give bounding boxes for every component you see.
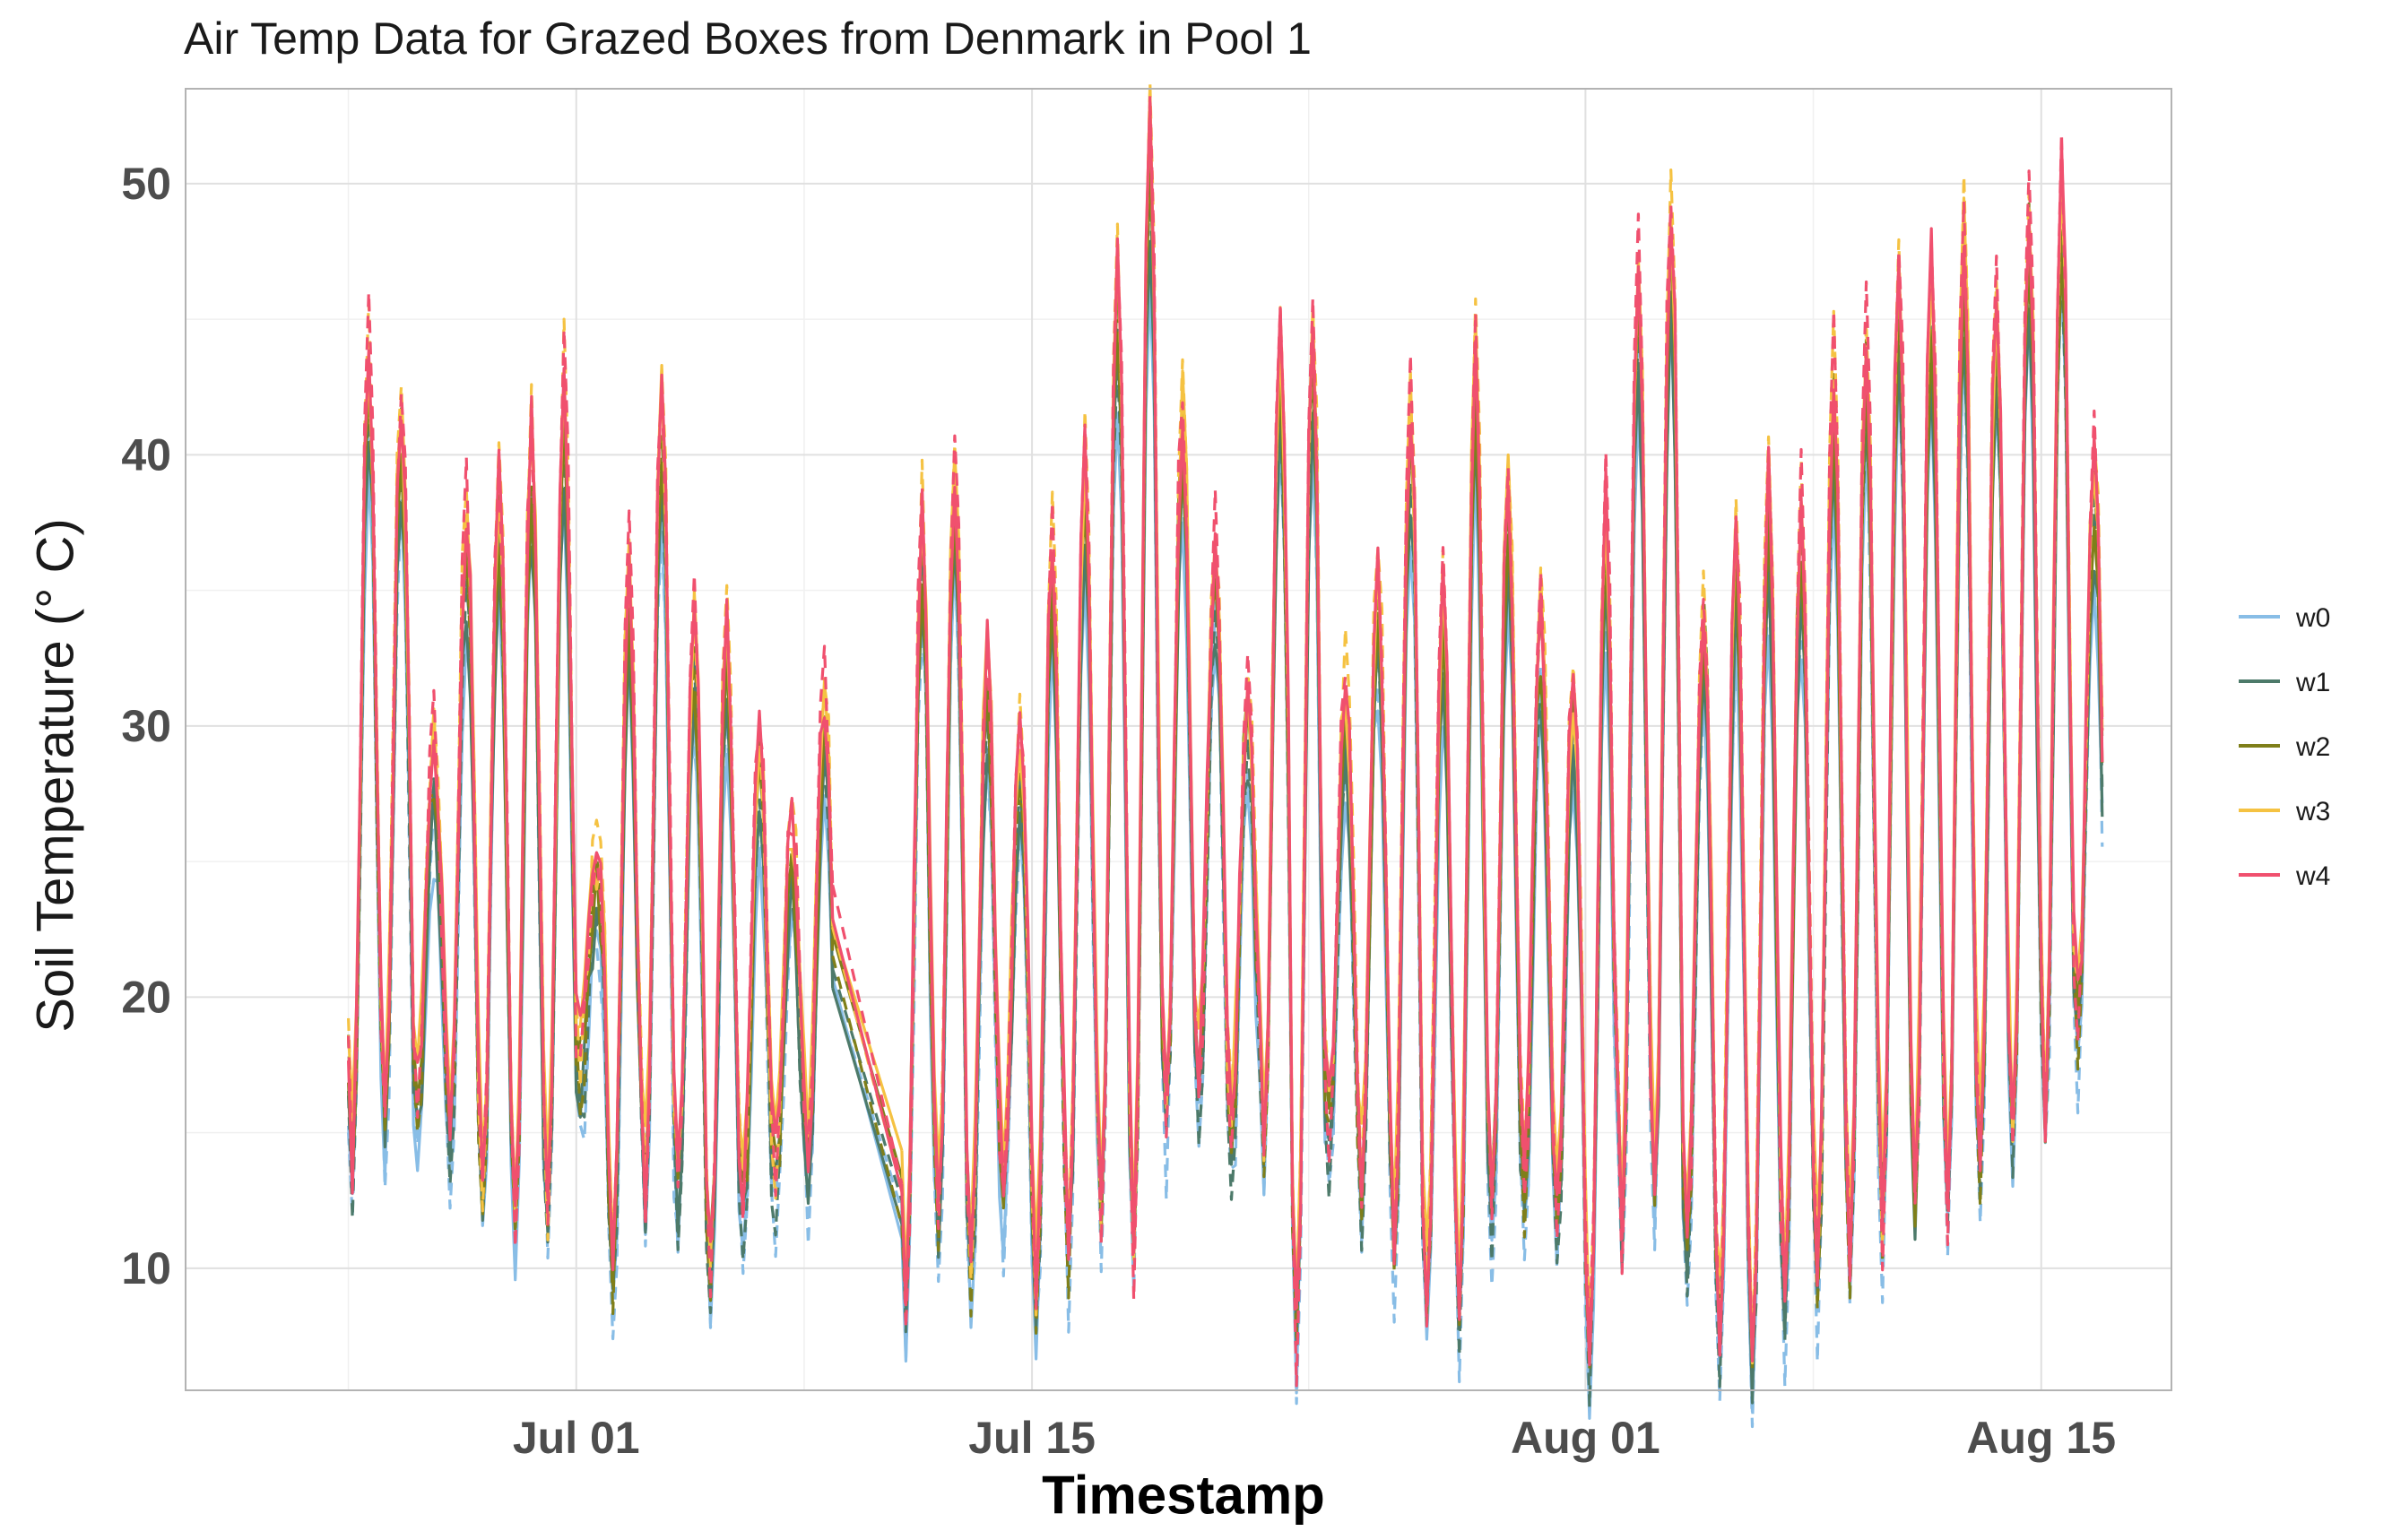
- series-gap-bridge-w1: [831, 968, 904, 1201]
- x-ticks: Jul 01 Jul 15 Aug 01 Aug 15: [513, 1413, 2116, 1463]
- y-tick-label: 30: [121, 701, 171, 751]
- legend-label-w3: w3: [2295, 797, 2330, 826]
- x-tick-label: Aug 15: [1966, 1413, 2116, 1463]
- x-axis-label: Timestamp: [1042, 1465, 1325, 1526]
- series-line-w4: [900, 99, 2104, 1367]
- series-line-w0: [900, 245, 2104, 1429]
- y-tick-label: 40: [121, 429, 171, 480]
- legend: w0 w1 w2 w3 w4: [2239, 603, 2330, 891]
- series-gap-bridge-w4: [831, 918, 904, 1192]
- series-gap-bridge-w2: [831, 955, 904, 1226]
- legend-label-w1: w1: [2295, 668, 2330, 697]
- plot-border: [185, 88, 2172, 1391]
- x-tick-label: Aug 01: [1511, 1413, 1660, 1463]
- y-tick-label: 50: [121, 159, 171, 209]
- legend-label-w4: w4: [2295, 861, 2330, 891]
- y-ticks: 10 20 30 40 50: [121, 159, 171, 1293]
- series-layer: [347, 81, 2104, 1429]
- y-tick-label: 10: [121, 1243, 171, 1293]
- legend-label-w2: w2: [2295, 732, 2330, 762]
- series-line-w4: [347, 290, 835, 1299]
- series-gap-bridge-w1: [831, 987, 904, 1224]
- x-tick-label: Jul 15: [968, 1413, 1096, 1463]
- grid-minor: [186, 89, 2171, 1390]
- y-tick-label: 20: [121, 972, 171, 1022]
- series-gap-bridge-w0: [831, 984, 904, 1211]
- x-tick-label: Jul 01: [513, 1413, 640, 1463]
- legend-label-w0: w0: [2295, 603, 2330, 633]
- series-gap-bridge-w4: [831, 885, 904, 1184]
- chart-title: Air Temp Data for Grazed Boxes from Denm…: [184, 13, 1312, 64]
